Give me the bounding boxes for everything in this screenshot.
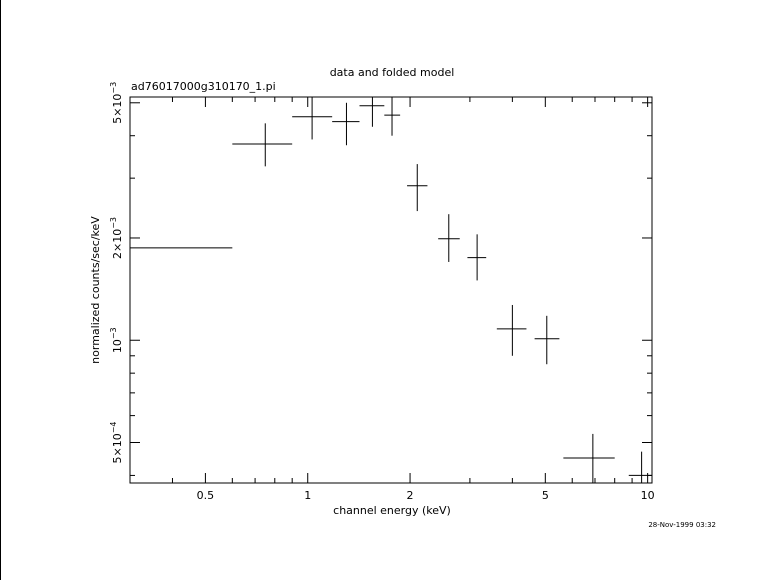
- y-tick-label: 2×10−3: [109, 217, 124, 259]
- chart-title: data and folded model: [330, 66, 455, 79]
- x-tick-labels: 0.5 1 2 5 10: [197, 489, 655, 502]
- y-tick-label: 5×10−3: [109, 82, 124, 124]
- data-point: [438, 214, 460, 262]
- x-axis-label: channel energy (keV): [333, 504, 451, 517]
- timestamp: 28-Nov-1999 03:32: [648, 521, 716, 529]
- x-tick-label: 10: [641, 489, 655, 502]
- data-point: [359, 97, 385, 127]
- data-point: [628, 451, 652, 483]
- y-axis-label: normalized counts/sec/keV: [89, 216, 102, 364]
- chart-subtitle: ad76017000g310170_1.pi: [131, 80, 276, 93]
- y-tick-label: 5×10−4: [109, 422, 124, 464]
- x-tick-label: 2: [407, 489, 414, 502]
- data-point: [292, 97, 333, 140]
- x-tick-label: 0.5: [197, 489, 215, 502]
- y-tick-label: 10−3: [109, 327, 124, 353]
- x-tick-label: 1: [304, 489, 311, 502]
- axis-ticks: [129, 97, 652, 483]
- data-point: [384, 97, 401, 136]
- data-point: [407, 164, 428, 212]
- data-point: [232, 123, 293, 167]
- plot-frame: [129, 96, 653, 484]
- data-point: [563, 433, 615, 483]
- data-points: [129, 97, 652, 483]
- data-point: [467, 234, 487, 281]
- y-tick-labels: 5×10−4 10−3 2×10−3 5×10−3: [109, 82, 124, 464]
- data-point: [534, 315, 560, 365]
- x-tick-label: 5: [542, 489, 549, 502]
- data-point: [129, 223, 233, 272]
- left-border-rule: [0, 0, 1, 580]
- data-point: [496, 304, 527, 356]
- data-point: [332, 102, 360, 146]
